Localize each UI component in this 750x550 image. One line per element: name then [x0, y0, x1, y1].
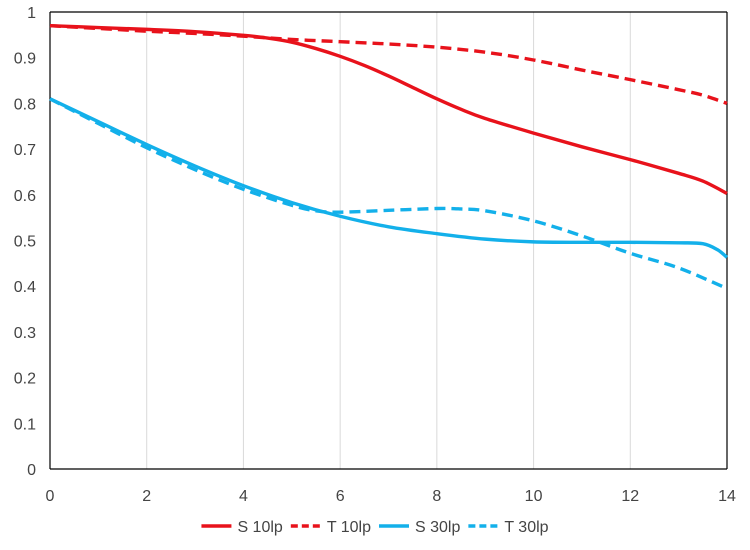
x-tick-label: 0 [46, 488, 55, 505]
x-tick-label: 2 [142, 488, 151, 505]
legend-label: S 10lp [237, 519, 282, 536]
y-tick-label: 0 [27, 462, 36, 479]
y-tick-label: 0.8 [14, 96, 36, 113]
legend-item-t-30lp: T 30lp [468, 519, 549, 536]
gridlines [146, 12, 728, 469]
axes [49, 11, 728, 470]
legend-label: T 30lp [504, 519, 548, 536]
y-tick-label: 0.7 [14, 142, 36, 159]
y-tick-label: 0.2 [14, 371, 36, 388]
x-tick-label: 12 [621, 488, 639, 505]
series-line-t-30lp [49, 97, 728, 291]
series-line-s-30lp [49, 97, 729, 259]
legend-item-t-10lp: T 10lp [290, 519, 371, 536]
y-tick-label: 0.6 [14, 188, 36, 205]
legend-item-s-30lp: S 30lp [379, 519, 460, 536]
series-lines [49, 24, 729, 291]
x-tick-label: 8 [432, 488, 441, 505]
series-line-t-10lp [49, 24, 728, 106]
legend-label: T 10lp [327, 519, 371, 536]
y-tick-label: 0.4 [14, 279, 36, 296]
series-line-s-10lp [49, 24, 728, 195]
legend-item-s-10lp: S 10lp [201, 519, 283, 536]
legend: S 10lp T 10lp S 30lp T 30lp [201, 519, 549, 536]
y-tick-label: 1 [27, 5, 36, 22]
y-tick-label: 0.1 [14, 416, 36, 433]
x-tick-label: 10 [525, 488, 543, 505]
x-tick-label: 4 [239, 488, 248, 505]
y-tick-label: 0.5 [14, 234, 36, 251]
x-tick-label: 6 [336, 488, 345, 505]
y-tick-label: 0.9 [14, 51, 36, 68]
tick-labels: 0 2 4 6 8 10 12 14 0 0.1 0.2 0.3 0.4 0.5 0.6 0.7 0.8 0.9 1 [14, 5, 736, 505]
legend-label: S 30lp [415, 519, 460, 536]
x-tick-label: 14 [718, 488, 736, 505]
y-tick-label: 0.3 [14, 325, 36, 342]
